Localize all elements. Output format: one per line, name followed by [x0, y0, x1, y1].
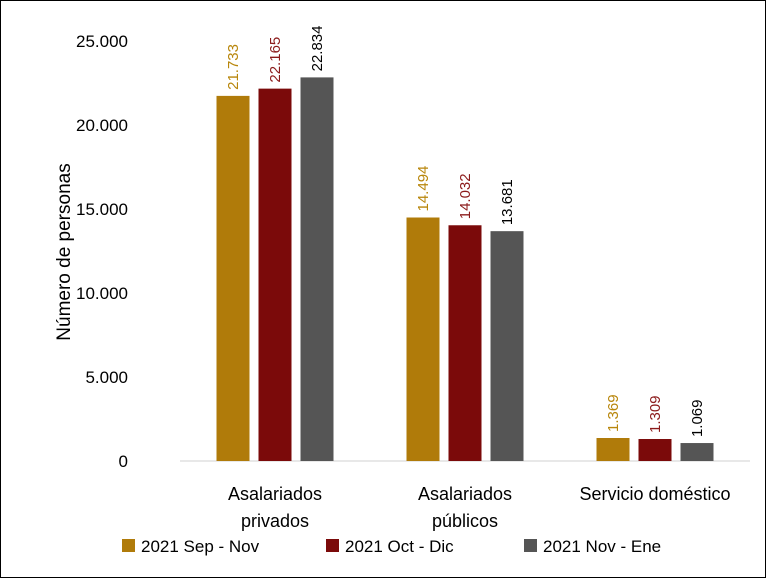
- data-labels-group: 21.733 22.165 22.834 14.494 14.032 13.681 1.36…: [225, 25, 706, 437]
- legend-swatch: [326, 539, 339, 552]
- y-tick-label: 0: [119, 452, 128, 471]
- data-label: 1.069: [689, 399, 706, 437]
- data-label: 21.733: [225, 44, 242, 90]
- bar: [596, 438, 630, 461]
- data-label: 22.165: [267, 37, 284, 83]
- bar: [300, 77, 334, 462]
- legend-swatch: [524, 539, 537, 552]
- bar: [406, 217, 440, 461]
- category-labels: Asalariados privados Asalariados públicos Se…: [228, 484, 731, 531]
- legend-label: 2021 Sep - Nov: [141, 537, 260, 556]
- data-label: 1.309: [647, 395, 664, 433]
- category-label: Servicio doméstico: [579, 484, 730, 504]
- category-label: Asalariados: [418, 484, 512, 504]
- legend-label: 2021 Oct - Dic: [345, 537, 454, 556]
- legend-swatch: [122, 539, 135, 552]
- data-label: 14.494: [415, 166, 432, 212]
- y-tick-label: 15.000: [76, 200, 128, 219]
- y-tick-label: 20.000: [76, 116, 128, 135]
- category-label: Asalariados: [228, 484, 322, 504]
- y-tick-label: 5.000: [85, 368, 128, 387]
- y-axis-label: Número de personas: [54, 163, 75, 340]
- category-label: privados: [241, 511, 309, 531]
- bar: [490, 231, 524, 461]
- bars-group: [216, 77, 714, 462]
- y-tick-label: 25.000: [76, 32, 128, 51]
- data-label: 14.032: [457, 173, 474, 219]
- data-label: 1.369: [605, 394, 622, 432]
- bar: [638, 439, 672, 461]
- legend: 2021 Sep - Nov 2021 Oct - Dic 2021 Nov - E…: [122, 537, 661, 556]
- data-label: 22.834: [309, 25, 326, 71]
- bar: [680, 443, 714, 461]
- bar: [216, 95, 250, 462]
- legend-label: 2021 Nov - Ene: [543, 537, 661, 556]
- bar: [448, 225, 482, 461]
- category-label: públicos: [432, 511, 498, 531]
- data-label: 13.681: [499, 179, 516, 225]
- y-axis-ticks: 0 5.000 10.000 15.000 20.000 25.000: [76, 32, 128, 471]
- y-tick-label: 10.000: [76, 284, 128, 303]
- bar: [258, 88, 292, 462]
